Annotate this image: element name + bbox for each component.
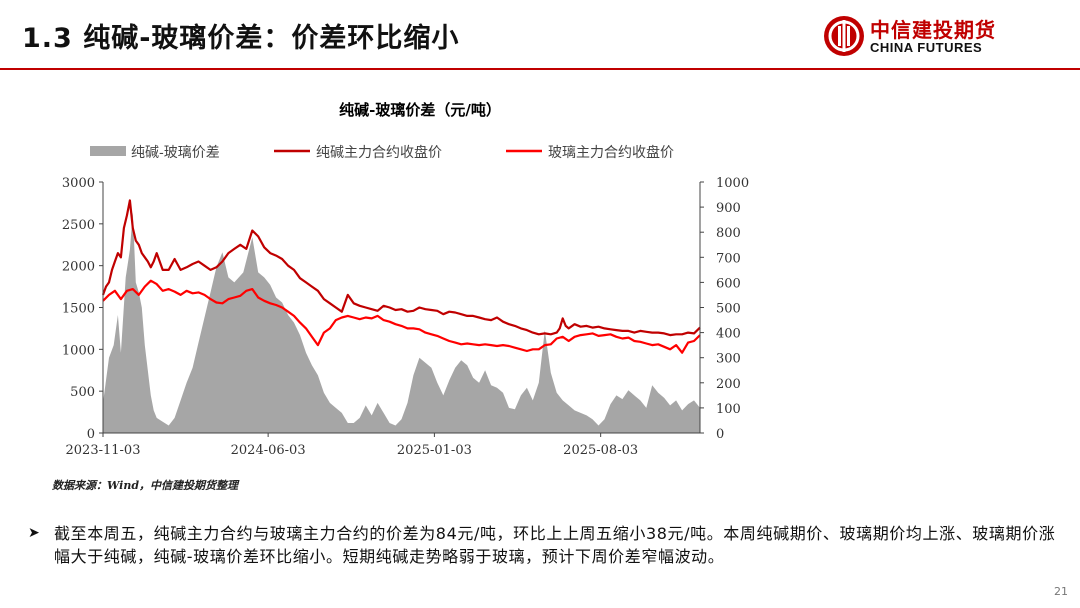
commentary-text: 截至本周五，纯碱主力合约与玻璃主力合约的价差为84元/吨，环比上上周五缩小38元… <box>54 524 1056 566</box>
right-axis-tick-label: 500 <box>716 302 741 317</box>
left-axis-tick-label: 1500 <box>62 302 95 317</box>
company-logo: 中信建投期货 CHINA FUTURES <box>822 14 1022 58</box>
series-area-spread <box>103 212 700 433</box>
right-axis-tick-label: 100 <box>716 402 741 417</box>
commentary-bullet: ➤ 截至本周五，纯碱主力合约与玻璃主力合约的价差为84元/吨，环比上上周五缩小3… <box>28 522 1058 568</box>
header-divider <box>0 68 1080 70</box>
left-axis-tick-label: 500 <box>70 385 95 400</box>
right-axis-tick-label: 300 <box>716 352 741 367</box>
x-axis-tick-label: 2023-11-03 <box>66 443 141 458</box>
citic-emblem-icon <box>824 16 864 56</box>
data-source-note: 数据来源：Wind，中信建投期货整理 <box>52 479 239 492</box>
right-axis-tick-label: 400 <box>716 327 741 342</box>
left-axis-tick-label: 2000 <box>62 260 95 275</box>
logo-chinese-name: 中信建投期货 <box>870 18 996 42</box>
series-line-glass <box>102 279 701 354</box>
legend-label-spread: 纯碱-玻璃价差 <box>131 144 220 161</box>
right-axis-tick-label: 900 <box>716 201 741 216</box>
legend-label-glass: 玻璃主力合约收盘价 <box>548 144 674 161</box>
right-axis-tick-label: 800 <box>716 226 741 241</box>
page-title: 1.3 纯碱-玻璃价差：价差环比缩小 <box>22 23 460 54</box>
x-axis-tick-label: 2025-08-03 <box>563 443 638 458</box>
right-axis-tick-label: 1000 <box>716 176 749 191</box>
left-axis-tick-label: 1000 <box>62 343 95 358</box>
left-axis-tick-label: 3000 <box>62 176 95 191</box>
right-axis-tick-label: 700 <box>716 251 741 266</box>
chart-title: 纯碱-玻璃价差（元/吨） <box>339 101 501 119</box>
left-axis-tick-label: 0 <box>87 427 95 442</box>
x-axis-tick-label: 2025-01-03 <box>397 443 472 458</box>
plot-area: 0 500 1000 1500 2000 2500 3000 0 100 200 300 400 500… <box>62 176 749 458</box>
page-number: 21 <box>1054 585 1068 598</box>
series-line-soda_ash <box>101 199 701 337</box>
arrow-bullet-icon: ➤ <box>28 525 40 541</box>
left-axis-tick-label: 2500 <box>62 218 95 233</box>
spread-chart: 纯碱-玻璃价差 纯碱主力合约收盘价 玻璃主力合约收盘价 050010001500… <box>62 144 749 458</box>
legend-label-soda-ash: 纯碱主力合约收盘价 <box>316 144 442 161</box>
right-axis-tick-label: 0 <box>716 427 724 442</box>
x-axis-tick-label: 2024-06-03 <box>231 443 306 458</box>
right-axis-tick-label: 200 <box>716 377 741 392</box>
right-axis-tick-label: 600 <box>716 276 741 291</box>
logo-english-name: CHINA FUTURES <box>870 40 983 55</box>
legend-swatch-spread <box>90 146 126 156</box>
chart-legend: 纯碱-玻璃价差 纯碱主力合约收盘价 玻璃主力合约收盘价 <box>90 144 674 161</box>
